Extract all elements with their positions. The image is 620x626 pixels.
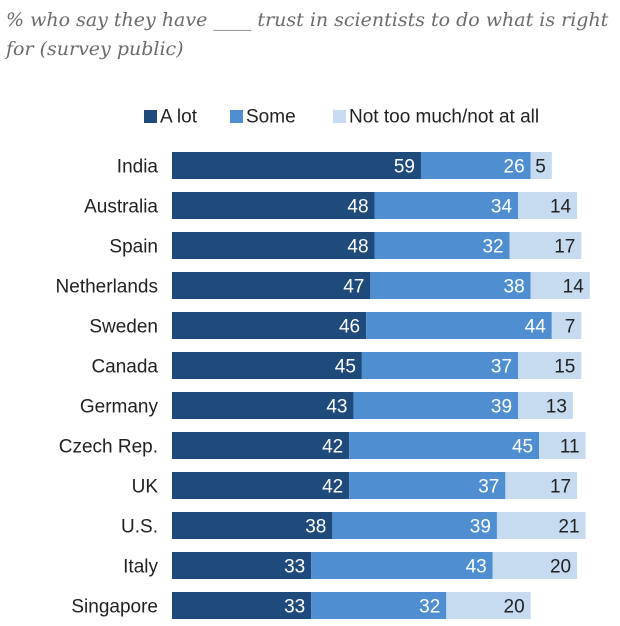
category-label-india: India [117,157,159,178]
value-label-netherlands-a-lot: 47 [343,277,364,298]
category-label-singapore: Singapore [71,597,158,618]
value-label-u-s-a-lot: 38 [305,517,326,538]
bar-u-s-not-too-much-not-at-all [496,512,586,539]
bar-uk-some [349,472,506,499]
bar-uk-not-too-much-not-at-all [505,472,578,499]
category-label-spain: Spain [109,237,158,258]
bar-netherlands-some [370,272,531,299]
category-label-sweden: Sweden [89,317,158,338]
bar-sweden-some [366,312,552,339]
bar-singapore-some [311,592,447,619]
bar-spain-some [374,232,510,259]
value-label-sweden-some: 44 [525,317,547,338]
value-label-czech-rep-a-lot: 42 [322,437,343,458]
bar-u-s-some [332,512,497,539]
bar-netherlands-a-lot [172,272,371,299]
value-label-singapore-some: 32 [419,597,440,618]
bar-singapore-not-too-much-not-at-all [446,592,531,619]
value-label-sweden-a-lot: 46 [339,317,360,338]
bar-canada-some [361,352,519,379]
legend-label-not-too-much-not-at-all: Not too much/not at all [349,107,539,128]
bar-germany-a-lot [172,392,354,419]
legend-label-some: Some [246,107,296,128]
category-label-canada: Canada [91,357,158,378]
bar-canada-not-too-much-not-at-all [518,352,582,379]
bar-australia-a-lot [172,192,375,219]
value-label-uk-some: 37 [478,477,499,498]
value-label-india-a-lot: 59 [394,157,415,178]
value-label-uk-not-too-much-not-at-all: 17 [550,477,571,498]
bar-india-some [420,152,531,179]
bar-italy-some [311,552,493,579]
bar-canada-a-lot [172,352,362,379]
bar-uk-a-lot [172,472,350,499]
chart-subtitle: % who say they have ____ trust in scient… [6,9,609,60]
value-label-u-s-some: 39 [470,517,491,538]
value-label-canada-some: 37 [491,357,512,378]
bar-australia-some [374,192,519,219]
value-label-singapore-not-too-much-not-at-all: 20 [504,597,525,618]
legend-label-a-lot: A lot [160,107,198,128]
category-label-u-s: U.S. [121,517,158,538]
value-label-czech-rep-some: 45 [512,437,533,458]
bar-u-s-a-lot [172,512,333,539]
value-label-spain-a-lot: 48 [347,237,368,258]
category-label-italy: Italy [123,557,158,578]
bar-germany-not-too-much-not-at-all [518,392,573,419]
bar-germany-some [353,392,519,419]
bar-czech-rep-some [349,432,540,459]
category-label-netherlands: Netherlands [56,277,158,298]
value-label-india-not-too-much-not-at-all: 5 [535,157,546,178]
value-label-netherlands-some: 38 [504,277,525,298]
value-label-spain-some: 32 [482,237,503,258]
bar-czech-rep-not-too-much-not-at-all [539,432,586,459]
value-label-singapore-a-lot: 33 [284,597,305,618]
value-label-uk-a-lot: 42 [322,477,343,498]
value-label-canada-not-too-much-not-at-all: 15 [554,357,575,378]
bar-spain-not-too-much-not-at-all [509,232,582,259]
bar-italy-not-too-much-not-at-all [492,552,578,579]
bar-sweden-a-lot [172,312,367,339]
category-label-uk: UK [132,477,159,498]
bar-netherlands-not-too-much-not-at-all [530,272,590,299]
value-label-germany-not-too-much-not-at-all: 13 [546,397,567,418]
value-label-netherlands-not-too-much-not-at-all: 14 [563,277,585,298]
legend-swatch-a-lot [144,110,157,123]
legend-swatch-not-too-much-not-at-all [333,110,346,123]
value-label-italy-a-lot: 33 [284,557,305,578]
bar-australia-not-too-much-not-at-all [518,192,578,219]
bar-czech-rep-a-lot [172,432,350,459]
bar-sweden-not-too-much-not-at-all [551,312,582,339]
value-label-czech-rep-not-too-much-not-at-all: 11 [560,437,580,458]
category-label-germany: Germany [80,397,159,418]
bar-spain-a-lot [172,232,375,259]
value-label-india-some: 26 [504,157,525,178]
value-label-canada-a-lot: 45 [335,357,356,378]
bar-singapore-a-lot [172,592,312,619]
value-label-australia-some: 34 [491,197,513,218]
value-label-germany-some: 39 [491,397,512,418]
value-label-sweden-not-too-much-not-at-all: 7 [565,317,576,338]
bar-india-a-lot [172,152,421,179]
value-label-australia-not-too-much-not-at-all: 14 [550,197,572,218]
value-label-spain-not-too-much-not-at-all: 17 [554,237,575,258]
category-label-australia: Australia [84,197,158,218]
value-label-italy-some: 43 [466,557,487,578]
legend-swatch-some [230,110,243,123]
category-label-czech-rep: Czech Rep. [59,437,158,458]
value-label-italy-not-too-much-not-at-all: 20 [550,557,571,578]
value-label-germany-a-lot: 43 [326,397,347,418]
value-label-australia-a-lot: 48 [347,197,368,218]
bar-italy-a-lot [172,552,312,579]
value-label-u-s-not-too-much-not-at-all: 21 [558,517,579,538]
bar-india-not-too-much-not-at-all [530,152,552,179]
